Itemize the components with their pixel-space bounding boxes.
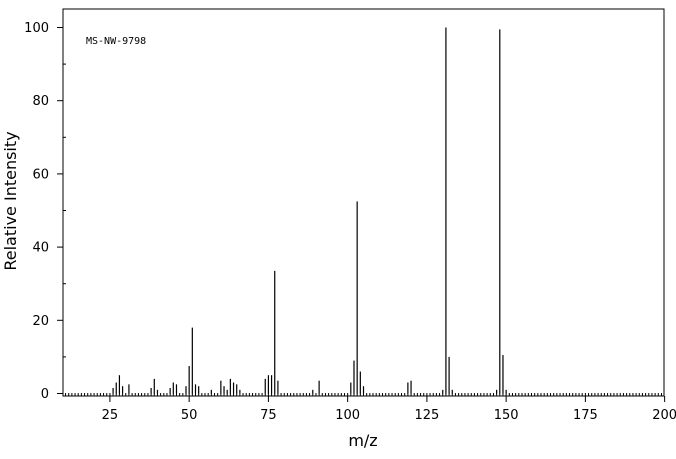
x-tick-label: 125 xyxy=(414,408,439,423)
minor-ticks xyxy=(63,63,662,396)
x-axis-ticks: 25 50 75 100 125 150 175 200 xyxy=(102,396,676,423)
x-tick-label: 150 xyxy=(494,408,519,423)
y-tick-label: 0 xyxy=(41,387,49,402)
x-tick-label: 200 xyxy=(652,408,676,423)
spectrum-peaks xyxy=(112,27,507,394)
y-tick-label: 40 xyxy=(32,241,49,256)
y-axis-ticks: 0 20 40 60 80 100 xyxy=(24,21,63,402)
x-tick-label: 75 xyxy=(260,408,277,423)
y-axis-title: Relative Intensity xyxy=(1,131,20,270)
y-tick-label: 60 xyxy=(32,167,49,182)
y-tick-label: 100 xyxy=(24,21,49,36)
y-tick-label: 80 xyxy=(32,94,49,109)
plot-frame xyxy=(62,8,665,397)
x-axis-title: m/z xyxy=(348,431,377,450)
y-tick-label: 20 xyxy=(32,314,49,329)
x-tick-label: 175 xyxy=(573,408,598,423)
x-tick-label: 25 xyxy=(102,408,119,423)
x-tick-label: 50 xyxy=(181,408,198,423)
x-tick-label: 100 xyxy=(335,408,360,423)
sample-annotation: MS-NW-9798 xyxy=(86,36,146,47)
